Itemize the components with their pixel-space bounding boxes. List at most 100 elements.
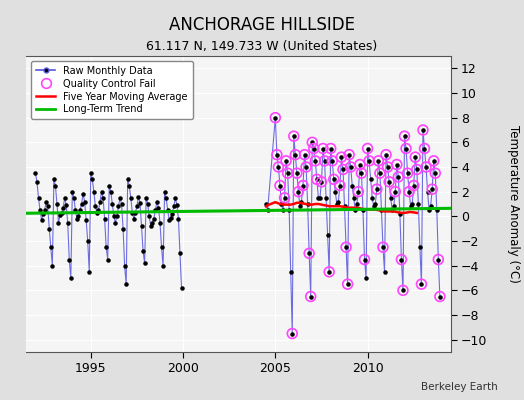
Point xyxy=(411,154,419,160)
Point xyxy=(73,216,81,222)
Point xyxy=(325,269,333,275)
Point xyxy=(313,176,321,182)
Point xyxy=(334,198,343,205)
Point xyxy=(293,170,301,176)
Point xyxy=(394,174,402,180)
Point xyxy=(78,201,86,207)
Point xyxy=(416,244,424,250)
Point xyxy=(128,210,136,216)
Point xyxy=(67,275,75,281)
Point xyxy=(384,164,392,170)
Point xyxy=(412,166,421,173)
Point xyxy=(351,207,359,213)
Point xyxy=(377,207,386,213)
Point xyxy=(71,207,80,213)
Point xyxy=(299,182,307,189)
Point xyxy=(104,256,112,263)
Point xyxy=(385,178,394,185)
Point xyxy=(50,176,58,182)
Point xyxy=(134,194,143,200)
Point xyxy=(356,161,364,168)
Point xyxy=(170,203,178,210)
Point xyxy=(307,293,315,300)
Point xyxy=(365,158,373,164)
Point xyxy=(387,195,395,201)
Point xyxy=(339,166,347,173)
Point xyxy=(400,133,409,139)
Point xyxy=(392,161,401,168)
Point xyxy=(300,152,309,158)
Text: ANCHORAGE HILLSIDE: ANCHORAGE HILLSIDE xyxy=(169,16,355,34)
Point xyxy=(365,158,373,164)
Point xyxy=(276,182,284,189)
Point xyxy=(384,164,392,170)
Point xyxy=(45,226,53,232)
Point xyxy=(317,178,325,185)
Point xyxy=(330,176,338,182)
Text: Berkeley Earth: Berkeley Earth xyxy=(421,382,498,392)
Point xyxy=(122,281,130,287)
Point xyxy=(427,203,435,210)
Point xyxy=(129,216,138,222)
Point xyxy=(264,207,272,213)
Point xyxy=(285,207,293,213)
Point xyxy=(316,195,324,201)
Point xyxy=(34,195,42,201)
Point xyxy=(433,207,441,213)
Point xyxy=(283,170,292,176)
Point xyxy=(42,198,50,205)
Point xyxy=(76,207,84,213)
Point xyxy=(68,188,77,195)
Point xyxy=(176,250,184,256)
Point xyxy=(151,207,160,213)
Point xyxy=(108,201,116,207)
Point xyxy=(388,207,396,213)
Point xyxy=(62,202,70,208)
Point xyxy=(428,186,436,192)
Point xyxy=(414,201,422,207)
Point xyxy=(280,195,289,201)
Point xyxy=(337,154,346,160)
Point xyxy=(305,250,313,256)
Point xyxy=(157,244,166,250)
Point xyxy=(345,152,353,158)
Point xyxy=(288,330,297,337)
Point xyxy=(291,152,300,158)
Point xyxy=(412,166,421,173)
Point xyxy=(310,145,318,152)
Point xyxy=(320,158,329,164)
Point xyxy=(121,262,129,269)
Point xyxy=(373,186,381,192)
Point xyxy=(408,201,417,207)
Point xyxy=(163,207,172,213)
Point xyxy=(356,161,364,168)
Y-axis label: Temperature Anomaly (°C): Temperature Anomaly (°C) xyxy=(507,125,520,283)
Point xyxy=(139,248,147,254)
Point xyxy=(282,158,290,164)
Point xyxy=(85,269,93,275)
Point xyxy=(70,195,78,201)
Point xyxy=(287,269,295,275)
Point xyxy=(345,152,353,158)
Point xyxy=(288,330,297,337)
Point xyxy=(105,182,113,189)
Point xyxy=(403,170,412,176)
Point xyxy=(368,195,376,201)
Point xyxy=(382,152,390,158)
Point xyxy=(348,182,356,189)
Point xyxy=(353,201,361,207)
Point xyxy=(346,164,355,170)
Point xyxy=(303,201,312,207)
Point xyxy=(374,158,383,164)
Point xyxy=(300,152,309,158)
Point xyxy=(311,158,320,164)
Point xyxy=(342,244,350,250)
Point xyxy=(91,203,100,210)
Point xyxy=(173,202,181,208)
Point xyxy=(331,188,340,195)
Point xyxy=(308,139,316,146)
Point xyxy=(97,188,106,195)
Point xyxy=(325,269,333,275)
Point xyxy=(277,201,286,207)
Point xyxy=(131,210,139,216)
